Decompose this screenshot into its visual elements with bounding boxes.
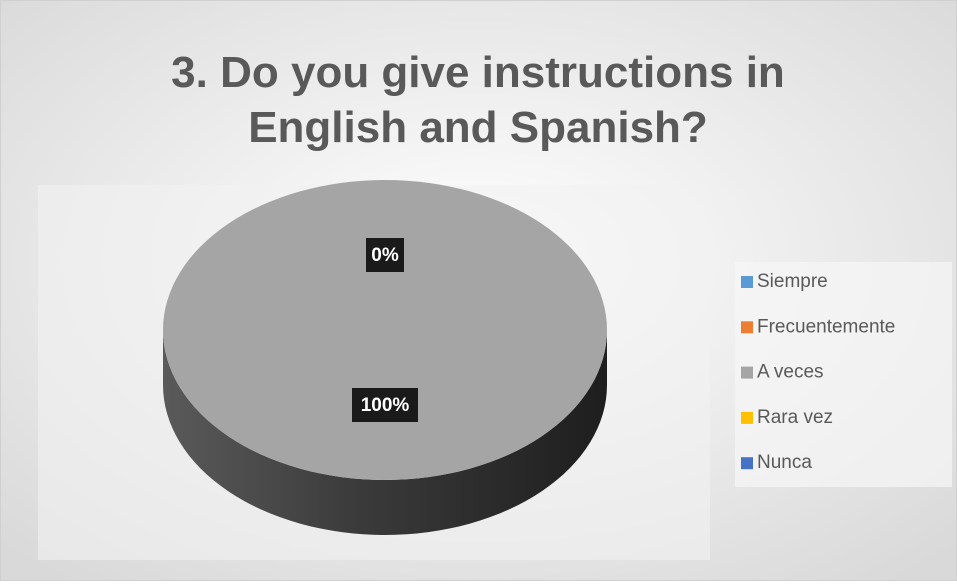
data-label: 100% <box>361 395 410 416</box>
legend-label: A veces <box>757 362 824 383</box>
legend-label: Frecuentemente <box>757 316 895 337</box>
legend-label: Rara vez <box>757 407 833 428</box>
data-label-box <box>366 238 404 272</box>
data-label-box <box>352 388 418 422</box>
legend-swatch <box>741 411 753 424</box>
legend-label: Nunca <box>757 452 812 473</box>
legend-box <box>735 262 952 487</box>
legend-swatch <box>741 321 753 334</box>
legend-swatch <box>741 457 753 470</box>
chart-title: 3. Do you give instructions in English an… <box>171 48 785 152</box>
pie-slice <box>163 180 607 480</box>
legend-swatch <box>741 276 753 288</box>
data-label: 0% <box>371 245 399 266</box>
legend-label: Siempre <box>757 271 828 292</box>
pie-side <box>163 330 607 535</box>
legend-swatch <box>741 366 753 379</box>
